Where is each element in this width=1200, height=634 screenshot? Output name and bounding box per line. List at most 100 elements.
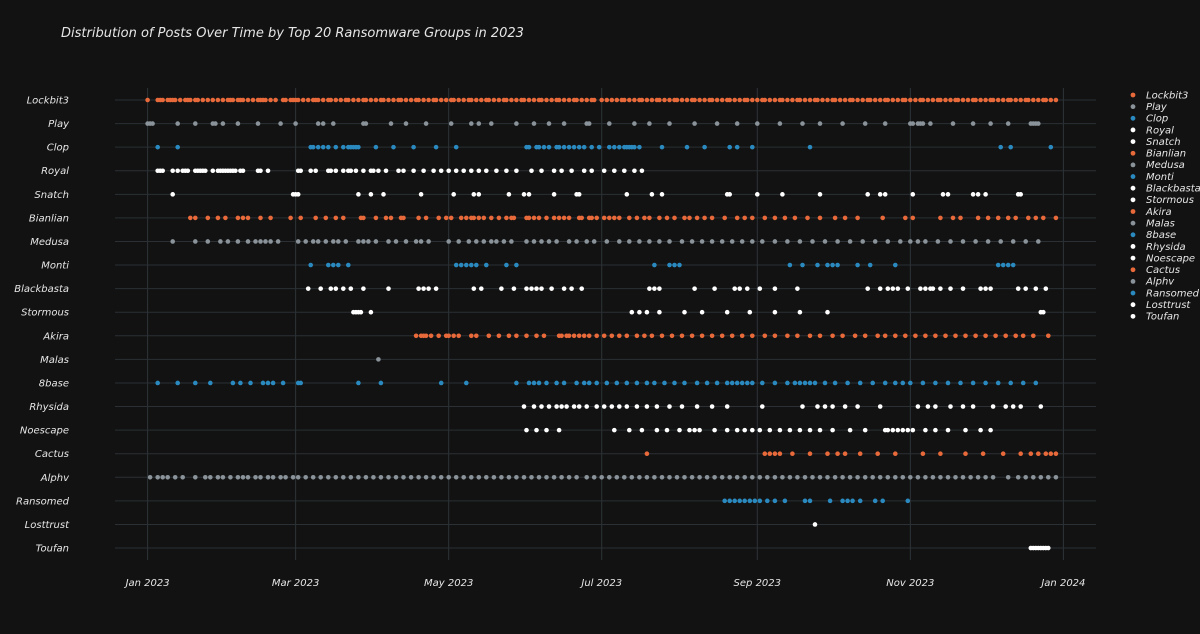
legend-item-royal[interactable]: Royal [1130,125,1175,136]
legend-marker [1130,244,1136,249]
point-bianlian [1005,215,1011,221]
point-alphv [780,474,785,480]
legend-item-blackbasta[interactable]: Blackbasta [1130,184,1200,195]
point-lockbit3 [842,97,848,103]
point-clop [433,144,439,150]
legend-item-snatch[interactable]: Snatch [1130,137,1181,148]
point-8base [908,380,913,386]
legend-item-toufan[interactable]: Toufan [1130,312,1180,323]
point-monti [867,262,873,268]
point-noescape [945,427,951,433]
point-rhysida [521,404,527,409]
point-cactus [777,451,783,457]
legend-item-malas[interactable]: Malas [1130,218,1175,229]
legend-item-stormous[interactable]: Stormous [1130,195,1194,206]
point-play [220,121,226,126]
point-bianlian [1053,215,1059,221]
point-medusa [647,239,652,244]
point-rhysida [679,404,685,409]
point-lockbit3 [240,97,246,103]
point-lockbit3 [925,97,931,103]
point-rhysida [855,404,860,409]
point-clop [1048,144,1054,150]
legend-item-losttrust[interactable]: Losttrust [1130,300,1192,311]
point-play [315,121,321,126]
point-alphv [637,474,642,480]
point-play [734,121,740,126]
point-akira [750,333,755,339]
point-play [489,121,494,126]
point-8base [920,380,926,386]
legend-label: Noescape [1146,253,1195,264]
point-alphv [341,474,346,480]
legend-item-lockbit3[interactable]: Lockbit3 [1130,90,1189,101]
point-blackbasta [960,286,966,291]
point-royal [170,168,175,174]
point-bianlian [817,215,823,221]
legend-marker [1130,150,1136,156]
x-tick-label: Jan 2023 [124,578,170,589]
point-stormous [368,309,374,315]
point-bianlian [544,215,549,221]
legend-item-ransomed[interactable]: Ransomed [1130,288,1200,299]
point-alphv [983,474,988,480]
point-lockbit3 [200,97,206,103]
point-medusa [366,239,371,244]
point-lockbit3 [727,97,732,103]
y-tick-label: Play [48,119,70,130]
legend-item-alphv[interactable]: Alphv [1130,277,1176,288]
legend-item-monti[interactable]: Monti [1130,172,1174,183]
point-medusa [923,239,928,244]
point-lockbit3 [584,97,589,103]
y-tick-label: Monti [41,261,69,272]
point-rhysida [800,404,805,409]
point-cactus [1028,451,1034,457]
point-alphv [832,474,838,480]
point-royal [539,168,544,174]
point-royal [453,168,459,174]
point-medusa [709,239,715,244]
legend-item-cactus[interactable]: Cactus [1130,265,1180,276]
point-akira [1013,333,1018,339]
legend[interactable]: Lockbit3PlayClopRoyalSnatchBianlianMedus… [1130,90,1200,323]
point-akira [1020,333,1026,339]
point-alphv [990,474,996,480]
point-play [692,121,697,126]
point-monti [1005,262,1011,268]
legend-item-medusa[interactable]: Medusa [1130,160,1185,171]
point-alphv [245,474,251,480]
point-medusa [915,239,921,244]
point-clop [612,144,617,150]
point-bianlian [832,215,838,221]
point-bianlian [772,215,778,221]
point-8base [260,380,266,386]
point-rhysida [830,404,835,409]
point-noescape [654,427,660,433]
legend-item-bianlian[interactable]: Bianlian [1130,149,1187,160]
legend-item-clop[interactable]: Clop [1130,114,1169,125]
point-bianlian [995,215,1001,221]
legend-item-8base[interactable]: 8base [1130,230,1177,241]
point-clop [617,144,622,150]
point-medusa [315,239,321,244]
point-ransomed [752,498,758,504]
legend-item-noescape[interactable]: Noescape [1130,253,1195,264]
point-medusa [679,239,685,244]
legend-item-rhysida[interactable]: Rhysida [1130,242,1186,253]
point-lockbit3 [807,97,813,103]
point-alphv [431,474,436,480]
point-lockbit3 [320,97,326,103]
legend-item-akira[interactable]: Akira [1130,207,1172,218]
point-alphv [795,474,800,480]
point-monti [835,262,840,268]
point-alphv [235,474,241,480]
point-noescape [777,427,783,433]
point-play [910,121,916,126]
chart-title: Distribution of Posts Over Time by Top 2… [61,26,524,41]
point-play [423,121,429,126]
point-rhysida [724,404,730,409]
point-noescape [862,427,868,433]
point-alphv [877,474,883,480]
legend-item-play[interactable]: Play [1130,102,1168,113]
point-bianlian [373,215,379,221]
